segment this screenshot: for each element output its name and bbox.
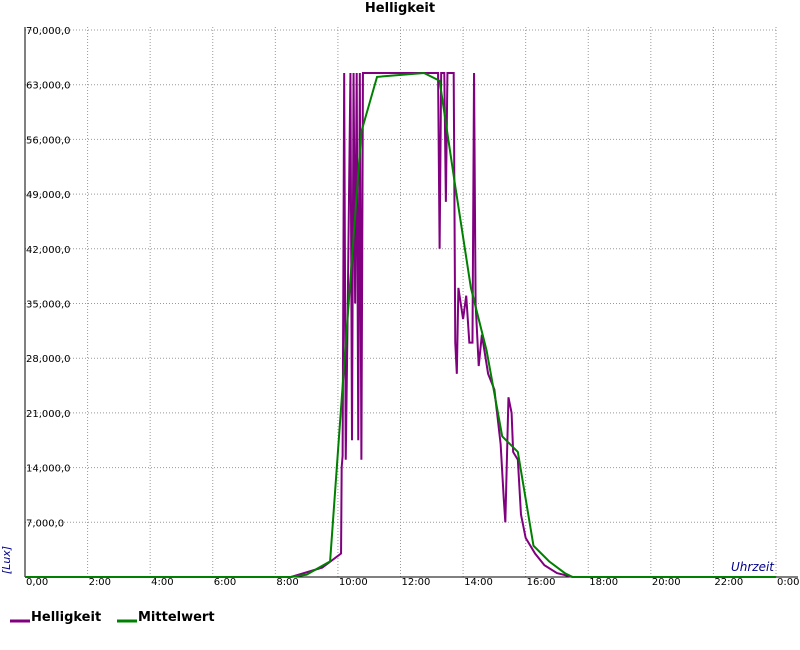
x-tick-label: 2:00 (89, 577, 111, 588)
legend-label: Helligkeit (31, 610, 101, 625)
x-tick-label: 12:00 (402, 577, 431, 588)
y-axis-label: [Lux] (0, 546, 13, 574)
data-line (25, 71, 776, 578)
x-tick-label: 16:00 (527, 577, 556, 588)
x-tick-label: 18:00 (589, 577, 618, 588)
y-tick-label: 42,000,0 (26, 245, 71, 256)
y-tick-label: 70,000,0 (26, 26, 71, 37)
y-tick-label: 63,000,0 (26, 81, 71, 92)
x-tick-label: 20:00 (652, 577, 681, 588)
x-tick-label: 10:00 (339, 577, 368, 588)
x-tick-label: 22:00 (714, 577, 743, 588)
y-tick-label: 35,000,0 (26, 300, 71, 311)
x-tick-label: 8:00 (276, 577, 298, 588)
y-tick-label: 49,000,0 (26, 190, 71, 201)
y-tick-label: 56,000,0 (26, 135, 71, 146)
y-tick-label: 28,000,0 (26, 354, 71, 365)
y-tick-label: 14,000,0 (26, 464, 71, 475)
y-tick-label: 7,000,0 (26, 518, 64, 529)
chart-title: Helligkeit (365, 1, 435, 16)
x-axis-label: Uhrzeit (731, 560, 775, 574)
data-line (25, 71, 776, 578)
x-tick-label: 0,00 (26, 577, 48, 588)
x-tick-label: 6:00 (214, 577, 236, 588)
x-tick-label: 4:00 (151, 577, 173, 588)
x-tick-label: 14:00 (464, 577, 493, 588)
x-tick-label: 0:00 (777, 577, 799, 588)
legend-label: Mittelwert (138, 610, 215, 625)
y-tick-label: 21,000,0 (26, 409, 71, 420)
